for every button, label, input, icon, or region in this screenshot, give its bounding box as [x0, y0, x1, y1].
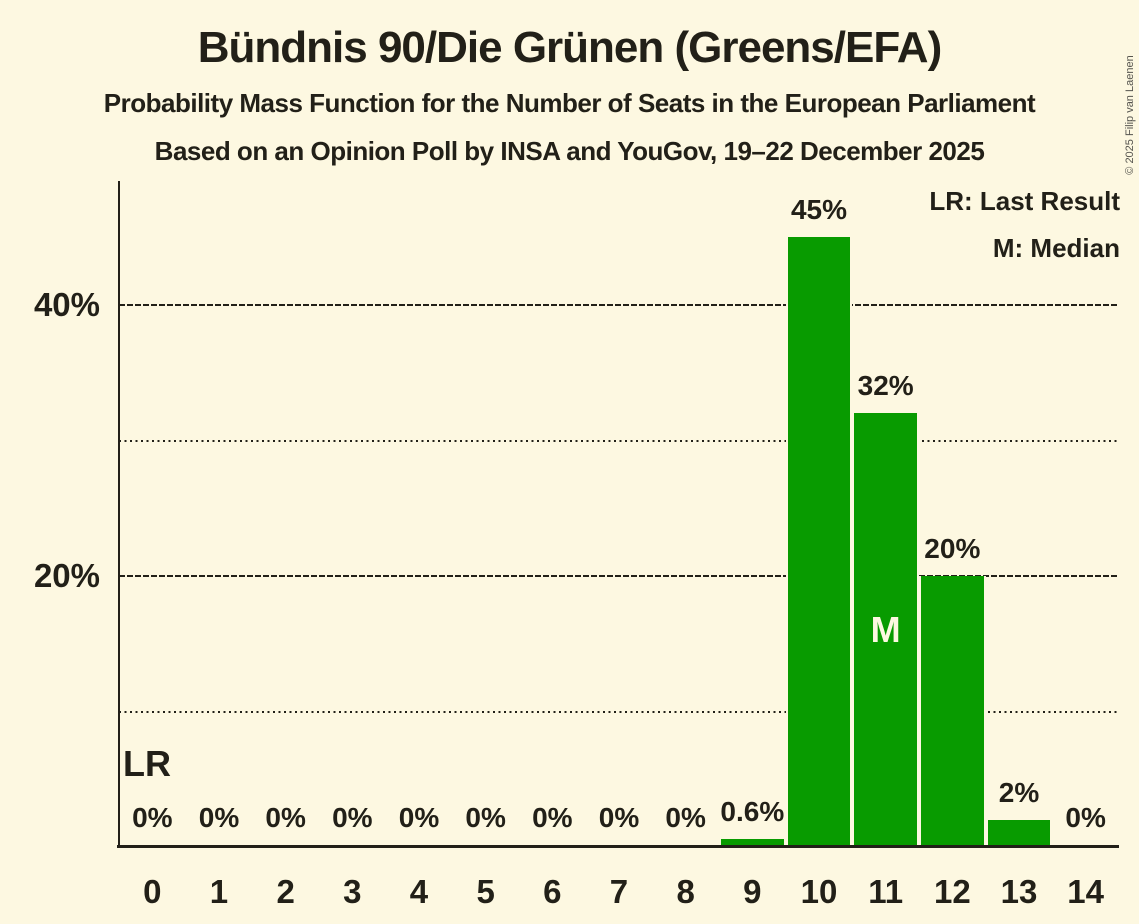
bar-seat-13: [985, 819, 1053, 847]
chart-legend: LR: Last Result M: Median: [929, 186, 1120, 280]
x-axis-tick-label-6: 6: [543, 873, 562, 910]
chart-subtitle: Probability Mass Function for the Number…: [103, 88, 1036, 118]
x-axis-tick-label-4: 4: [409, 873, 429, 910]
y-axis-tick-label-40: 40%: [33, 286, 100, 323]
copyright-notice: © 2025 Filip van Laenen: [1124, 55, 1136, 175]
x-axis-tick-label-7: 7: [609, 873, 629, 910]
x-axis-tick-label-11: 11: [868, 873, 904, 910]
value-label-seat-8: 0%: [665, 802, 706, 833]
bar-seat-10: [785, 237, 853, 847]
value-label-seat-11: 32%: [857, 370, 914, 402]
y-axis-line: [118, 181, 120, 847]
bar-seat-12: [919, 576, 986, 847]
value-label-seat-3: 0%: [332, 802, 373, 833]
value-label-seat-5: 0%: [465, 802, 506, 833]
last-result-marker: LR: [123, 743, 171, 784]
value-label-seat-1: 0%: [198, 802, 240, 833]
value-label-seat-9: 0.6%: [720, 795, 785, 827]
value-label-seat-12: 20%: [924, 533, 981, 564]
value-label-seat-0: 0%: [132, 802, 173, 833]
x-axis-tick-label-9: 9: [743, 873, 762, 910]
y-axis-tick-label-20: 20%: [33, 557, 100, 594]
x-axis-tick-label-2: 2: [276, 873, 295, 910]
chart-source-subtitle: Based on an Opinion Poll by INSA and You…: [154, 136, 985, 166]
value-label-seat-13: 2%: [998, 776, 1040, 808]
x-axis-tick-label-8: 8: [676, 873, 695, 910]
x-axis-tick-label-0: 0: [143, 873, 162, 910]
x-axis-tick-label-14: 14: [1067, 873, 1105, 910]
x-axis-line: [117, 845, 1119, 848]
gridline-40pct: [119, 304, 1119, 306]
plot-area: 0% 0% 0% 0% 0% 0% 0% 0% 0% 0.6% 45% 32% 20% 2% 0% M LR: [117, 181, 1119, 848]
gridline-20pct: [119, 575, 1119, 577]
legend-median: M: Median: [992, 233, 1120, 263]
bar-seat-9: [719, 838, 786, 847]
median-marker: M: [870, 609, 901, 651]
value-label-seat-14: 0%: [1065, 802, 1106, 833]
value-label-seat-7: 0%: [598, 802, 640, 833]
value-label-seat-6: 0%: [532, 802, 573, 833]
x-axis-tick-label-10: 10: [800, 873, 838, 910]
gridline-10pct: [119, 710, 1119, 713]
x-axis-tick-label-12: 12: [933, 873, 971, 910]
legend-last-result: LR: Last Result: [929, 186, 1120, 216]
x-axis-tick-label-13: 13: [1000, 873, 1038, 910]
value-label-seat-4: 0%: [398, 802, 440, 833]
gridline-30pct: [119, 439, 1119, 442]
x-axis-tick-label-3: 3: [343, 873, 362, 910]
x-axis-tick-label-1: 1: [209, 873, 229, 910]
bar-seat-11: [852, 413, 919, 847]
value-label-seat-10: 45%: [790, 194, 848, 226]
x-axis-tick-label-5: 5: [476, 873, 495, 910]
value-label-seat-2: 0%: [265, 802, 306, 833]
chart-title: Bündnis 90/Die Grünen (Greens/EFA): [197, 23, 942, 72]
